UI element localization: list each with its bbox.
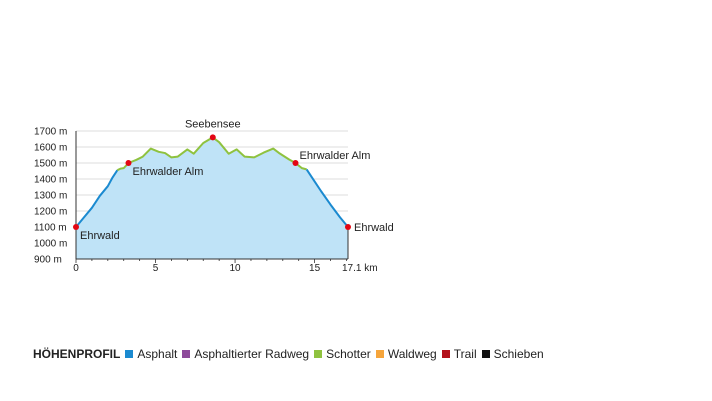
- y-tick-label: 1700 m: [34, 127, 67, 138]
- legend-label: Schieben: [493, 347, 544, 361]
- x-tick-label: 15: [309, 263, 321, 274]
- profile-segment-schotter: [116, 136, 307, 172]
- y-tick-label: 1000 m: [34, 239, 67, 250]
- waypoint-label: Ehrwalder Alm: [300, 150, 371, 162]
- waypoint-marker: [209, 134, 216, 141]
- waypoint-label: Ehrwalder Alm: [132, 166, 203, 178]
- legend-item: Waldweg: [375, 347, 437, 361]
- profile-segment-asphalt: [305, 168, 349, 228]
- waypoint-marker: [125, 160, 132, 166]
- waypoint-marker: [345, 224, 351, 230]
- legend-swatch: [375, 350, 384, 358]
- legend-label: Asphalt: [137, 347, 178, 361]
- y-tick-label: 1600 m: [34, 143, 67, 154]
- legend-item: Asphalt: [125, 347, 177, 361]
- y-tick-label: 1200 m: [34, 207, 67, 218]
- profile-segment-asphalt: [75, 169, 119, 228]
- legend-swatch: [182, 350, 191, 358]
- legend-swatch: [441, 350, 450, 358]
- y-tick-label: 1100 m: [34, 223, 67, 234]
- waypoint-label: Ehrwald: [354, 222, 394, 234]
- legend-item: Schotter: [314, 347, 371, 361]
- x-tick-label: 17.1 km: [342, 263, 378, 274]
- legend-item: Trail: [441, 347, 477, 361]
- legend-label: Schotter: [326, 347, 371, 361]
- elevation-area: [76, 137, 348, 259]
- legend-label: Waldweg: [387, 347, 437, 361]
- x-tick-label: 10: [230, 263, 242, 274]
- legend-swatch: [125, 350, 134, 358]
- waypoint-marker: [73, 224, 79, 230]
- y-tick-label: 1400 m: [34, 175, 67, 186]
- x-tick-label: 0: [73, 263, 79, 274]
- legend-swatch: [314, 350, 323, 358]
- y-tick-label: 1500 m: [34, 159, 67, 170]
- waypoint-label: Ehrwald: [80, 230, 120, 242]
- x-tick-label: 5: [153, 263, 159, 274]
- waypoint-marker: [292, 160, 299, 166]
- legend-label: Asphaltierter Radweg: [194, 347, 310, 361]
- legend-title: HÖHENPROFIL: [33, 347, 121, 361]
- legend-swatch: [481, 350, 490, 358]
- y-tick-label: 900 m: [34, 255, 62, 266]
- legend-label: Trail: [453, 347, 477, 361]
- waypoint-label: Seebensee: [185, 118, 241, 130]
- legend: HÖHENPROFIL Asphalt Asphaltierter Radweg S…: [33, 347, 549, 361]
- y-tick-label: 1300 m: [34, 191, 67, 202]
- legend-item: Schieben: [481, 347, 544, 361]
- legend-item: Asphaltierter Radweg: [182, 347, 309, 361]
